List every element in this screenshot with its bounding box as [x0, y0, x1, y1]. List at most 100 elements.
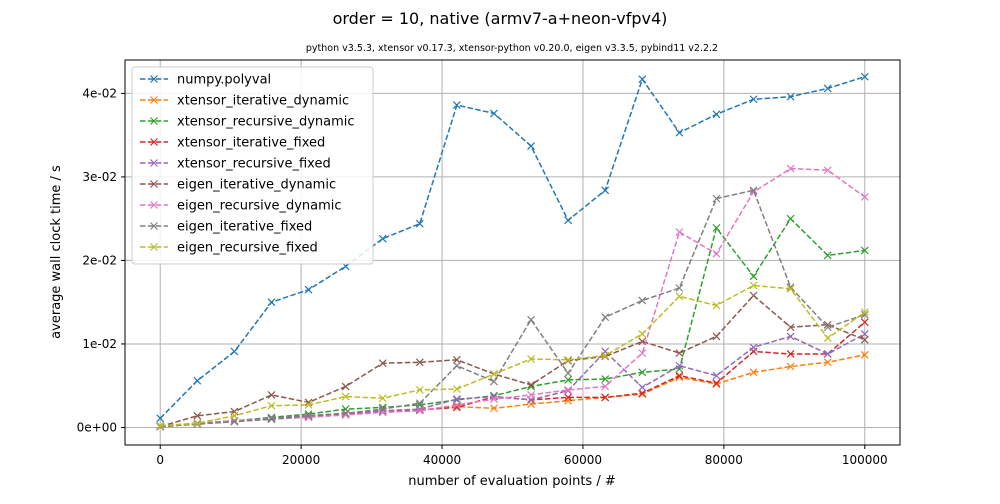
- data-point: [564, 396, 573, 405]
- data-point: [749, 343, 758, 352]
- data-point: [415, 406, 424, 415]
- data-point: [675, 284, 684, 292]
- series-line: [160, 354, 865, 428]
- data-point: [601, 313, 610, 322]
- x-tick-label: 80000: [705, 453, 743, 467]
- data-point: [712, 332, 721, 341]
- data-point: [452, 400, 461, 409]
- data-point: [415, 399, 424, 408]
- data-point: [267, 401, 276, 410]
- legend-entry: xtensor_iterative_fixed: [140, 136, 325, 151]
- data-point: [712, 249, 721, 258]
- data-point: [860, 350, 869, 359]
- chart-subtitle: python v3.5.3, xtensor v0.17.3, xtensor-…: [306, 43, 718, 54]
- data-point: [601, 393, 610, 402]
- data-point: [378, 405, 387, 414]
- data-point: [452, 101, 461, 110]
- data-point: [415, 219, 424, 228]
- data-point: [156, 414, 165, 423]
- y-tick-label: 0e+00: [77, 420, 117, 434]
- data-point: [230, 347, 239, 356]
- data-point: [749, 186, 758, 195]
- x-axis-label: number of evaluation points / #: [408, 474, 616, 489]
- data-point: [527, 390, 535, 399]
- legend-label: eigen_recursive_dynamic: [177, 199, 342, 214]
- legend-entry: numpy.polyval: [140, 73, 271, 88]
- data-point: [267, 415, 276, 424]
- legend-entry: xtensor_recursive_dynamic: [140, 115, 355, 130]
- series-line: [160, 284, 866, 427]
- data-point: [230, 411, 239, 420]
- data-point: [564, 369, 573, 378]
- data-point: [823, 323, 832, 332]
- legend-swatch-marker: [150, 138, 158, 146]
- data-point: [638, 296, 647, 305]
- data-point: [527, 380, 535, 389]
- legend-label: xtensor_iterative_dynamic: [177, 94, 349, 109]
- data-point: [749, 272, 758, 281]
- data-point: [527, 355, 535, 363]
- data-point: [378, 408, 387, 417]
- data-point: [675, 128, 684, 137]
- data-point: [452, 395, 461, 403]
- series-line: [160, 189, 866, 428]
- x-axis-ticks: 0 20000 40000 60000 80000 100000: [156, 445, 888, 467]
- data-point: [341, 392, 350, 401]
- x-tick-label: 60000: [564, 453, 602, 467]
- data-point: [193, 411, 202, 420]
- data-point: [675, 292, 684, 301]
- data-point: [601, 375, 610, 383]
- legend-label: xtensor_recursive_dynamic: [177, 115, 355, 130]
- data-point: [823, 166, 832, 175]
- data-point: [860, 318, 869, 327]
- data-point: [786, 92, 795, 101]
- x-tick-label: 20000: [282, 453, 320, 467]
- data-point: [638, 349, 647, 358]
- legend-label: xtensor_recursive_fixed: [177, 157, 331, 172]
- data-point: [712, 194, 721, 203]
- data-point: [786, 214, 795, 223]
- series-numpy.polyval: [156, 72, 869, 423]
- data-point: [786, 164, 795, 173]
- data-point: [304, 285, 313, 294]
- data-point: [601, 382, 610, 391]
- y-axis-label: average wall clock time / s: [49, 165, 64, 339]
- data-point: [193, 376, 202, 385]
- data-point: [860, 308, 869, 317]
- series-line: [160, 333, 866, 428]
- y-tick-label: 1e-02: [82, 337, 117, 351]
- data-point: [860, 335, 869, 344]
- data-point: [156, 421, 165, 430]
- data-point: [860, 193, 869, 201]
- data-point: [860, 246, 869, 255]
- data-point: [601, 186, 610, 195]
- series-line: [159, 75, 866, 419]
- legend-swatch-marker: [150, 201, 158, 209]
- legend: numpy.polyval xtensor_iterative_dynamicxt…: [131, 66, 374, 265]
- legend-swatch-marker: [150, 222, 158, 230]
- data-point: [823, 251, 832, 260]
- data-point: [601, 351, 610, 360]
- data-point: [823, 84, 832, 93]
- legend-swatch-marker: [150, 117, 158, 125]
- data-point: [786, 362, 795, 371]
- axes-frame: [124, 59, 901, 446]
- series-line: [160, 321, 866, 428]
- data-point: [675, 373, 684, 382]
- data-point: [490, 395, 498, 403]
- grid-lines: [125, 60, 900, 445]
- x-tick-label: 100000: [842, 453, 888, 467]
- legend-swatch-marker: [150, 96, 158, 104]
- data-point: [564, 375, 573, 384]
- y-axis-ticks: 0e+00 1e-02 2e-02 3e-02 4e-02: [77, 86, 125, 434]
- data-point: [304, 400, 313, 409]
- legend-label: numpy.polyval: [177, 73, 271, 88]
- data-point: [786, 332, 795, 341]
- x-tick-label: 0: [156, 453, 164, 467]
- series-line: [159, 294, 866, 428]
- legend-entry: eigen_iterative_dynamic: [140, 178, 336, 193]
- data-point: [749, 291, 758, 300]
- data-point: [749, 95, 758, 104]
- legend-label: xtensor_iterative_fixed: [177, 136, 325, 151]
- data-point: [341, 382, 350, 391]
